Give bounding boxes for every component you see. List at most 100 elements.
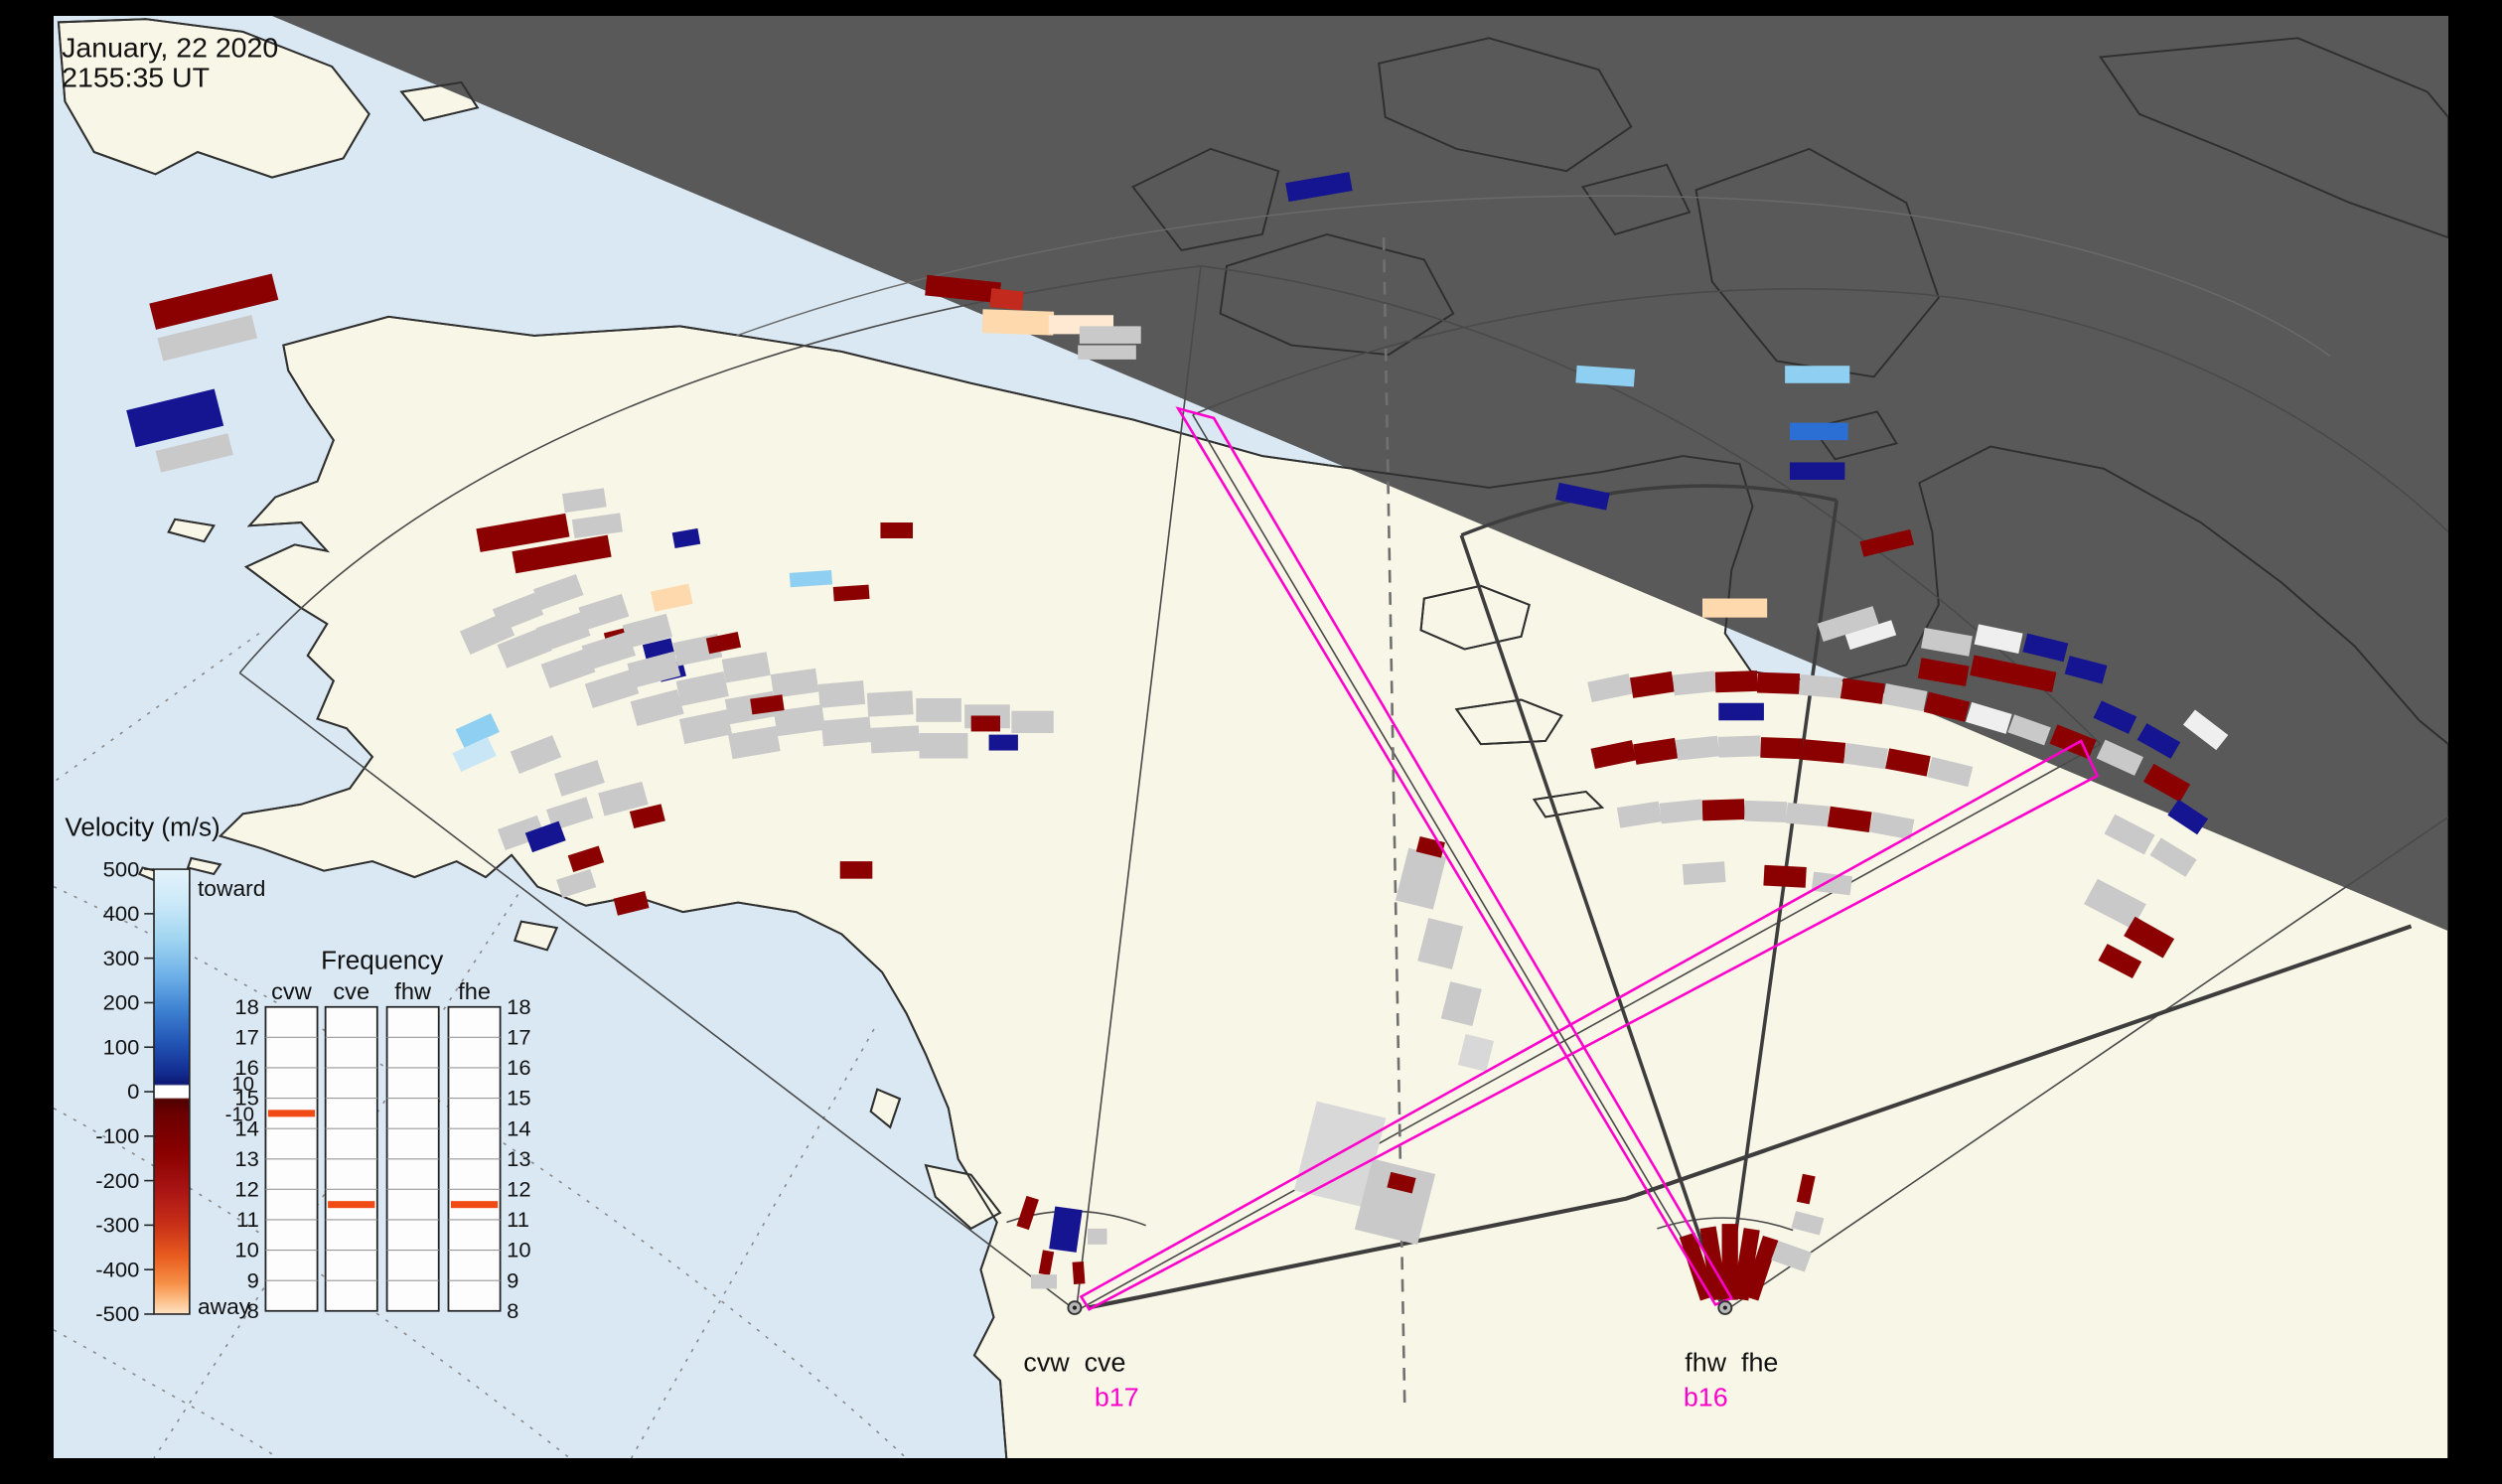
echo-cell — [1387, 1171, 1416, 1194]
echo-cell — [1742, 1235, 1779, 1301]
echo-cell — [650, 583, 693, 612]
echo-cell — [2007, 714, 2051, 746]
time-label: 2155:35 UT — [62, 62, 210, 93]
frequency-axis-label-left: 14 — [234, 1116, 258, 1141]
echo-cell — [613, 890, 650, 916]
echo-cell — [820, 716, 872, 747]
echo-cell — [1798, 673, 1842, 699]
echo-cell — [880, 522, 914, 538]
echo-cell — [1285, 172, 1353, 203]
echo-cell — [1811, 871, 1852, 896]
echo-cell — [524, 820, 566, 853]
echo-cell — [1633, 737, 1679, 765]
echo-cell — [2084, 878, 2146, 930]
echo-cell — [157, 315, 258, 362]
echo-cell — [2096, 739, 2143, 776]
echo-cell — [1675, 735, 1720, 761]
echo-cell — [870, 725, 921, 754]
echo-cell — [561, 488, 607, 514]
frequency-axis-label-left: 9 — [247, 1268, 259, 1293]
radar-site-dot-center — [1722, 1305, 1727, 1310]
colorbar-tick-label: -100 — [95, 1123, 139, 1148]
echo-cell — [832, 584, 870, 602]
echo-cell — [2182, 709, 2229, 751]
echo-cell — [567, 845, 605, 872]
velocity-legend: Velocity (m/s) 500 400 300 200 100 0 -100 -200 -… — [65, 815, 265, 1326]
echo-cell — [629, 804, 665, 829]
site1-beam-label: b17 — [1095, 1383, 1139, 1412]
frequency-marker-fhe — [450, 1201, 499, 1209]
echo-cell — [1796, 1173, 1816, 1205]
echo-cell — [452, 737, 497, 773]
frequency-axis-label-left: 16 — [234, 1055, 258, 1080]
echo-cell — [1616, 801, 1663, 828]
echo-cell — [2124, 916, 2175, 959]
echo-cell — [1868, 812, 1915, 840]
colorbar-tick-label: 0 — [127, 1079, 139, 1104]
frequency-axis-label-right: 10 — [507, 1238, 530, 1262]
echo-cell — [1078, 345, 1136, 360]
colorbar-tick-label: 500 — [103, 856, 140, 881]
echo-cell — [497, 815, 545, 850]
echo-cell — [1763, 864, 1807, 888]
beam-outline-b16 — [1175, 406, 1734, 1306]
echo-cell — [1789, 422, 1848, 441]
colorbar-tick-label: 400 — [103, 901, 140, 926]
echo-cell — [2098, 944, 2142, 978]
echo-cell — [1016, 1195, 1039, 1231]
echo-cell — [1859, 528, 1914, 557]
echo-cell — [1760, 737, 1804, 760]
frequency-axis-label-right: 11 — [507, 1207, 529, 1232]
frequency-column-label: cvw — [271, 978, 312, 1004]
frequency-column-label: fhe — [458, 978, 491, 1004]
echo-cell — [1970, 655, 2057, 692]
echo-cell — [817, 680, 866, 708]
echo-cell — [675, 670, 729, 706]
frequency-axis-label-right: 18 — [507, 994, 530, 1019]
echo-cell — [1682, 861, 1726, 885]
echo-cell — [1785, 366, 1850, 383]
echo-cell — [622, 613, 673, 649]
echo-cell — [1072, 1261, 1086, 1285]
echo-cell — [598, 781, 649, 816]
echo-cell — [1395, 847, 1447, 910]
echo-cell — [1785, 802, 1830, 827]
echo-cell — [2149, 837, 2197, 877]
echo-cell — [1840, 677, 1885, 704]
echo-cell — [1717, 735, 1762, 758]
echo-cell — [1590, 740, 1637, 769]
map-text-labels: January, 22 2020 2155:35 UT cvw cve b17 … — [62, 32, 1778, 1412]
frequency-axis-label-right: 9 — [507, 1268, 518, 1293]
velocity-zero-band-labels: 10-10 — [225, 1074, 254, 1125]
echo-cell — [750, 694, 785, 715]
echo-cell — [1575, 365, 1636, 387]
echo-cell — [1721, 1224, 1738, 1300]
radar-fov-outlines — [238, 265, 2448, 1312]
frequency-axis-label-left: 12 — [234, 1177, 258, 1202]
beam-outline-b17 — [1079, 739, 2100, 1311]
echo-cell — [705, 632, 742, 655]
site2-radar-labels: fhw fhe — [1685, 1348, 1778, 1378]
frequency-panel-title: Frequency — [321, 948, 443, 975]
echo-cell — [571, 513, 623, 539]
frequency-marker-cve — [328, 1201, 375, 1209]
echo-cell — [1885, 748, 1931, 777]
velocity-legend-title: Velocity (m/s) — [65, 815, 220, 842]
frequency-axis-label-right: 17 — [507, 1025, 530, 1050]
echo-cell — [2104, 814, 2155, 855]
frequency-axis-label-left: 15 — [234, 1086, 258, 1111]
echo-cell — [981, 309, 1055, 336]
echo-cell — [1923, 691, 1971, 722]
zero-band-label: 10 — [231, 1074, 254, 1096]
echo-cell — [1974, 624, 2023, 654]
echo-cell — [1802, 739, 1846, 764]
echo-cell — [989, 288, 1024, 311]
frequency-axis-label-right: 16 — [507, 1055, 530, 1080]
frequency-axis-label-left: 13 — [234, 1146, 258, 1171]
radar-site-dot-center — [1072, 1305, 1078, 1310]
echo-cell — [1038, 1250, 1055, 1275]
echo-cell — [2167, 799, 2209, 835]
colorbar-tick-label: 100 — [103, 1035, 140, 1060]
echo-cell — [1844, 620, 1897, 651]
echo-cell — [1843, 742, 1888, 770]
